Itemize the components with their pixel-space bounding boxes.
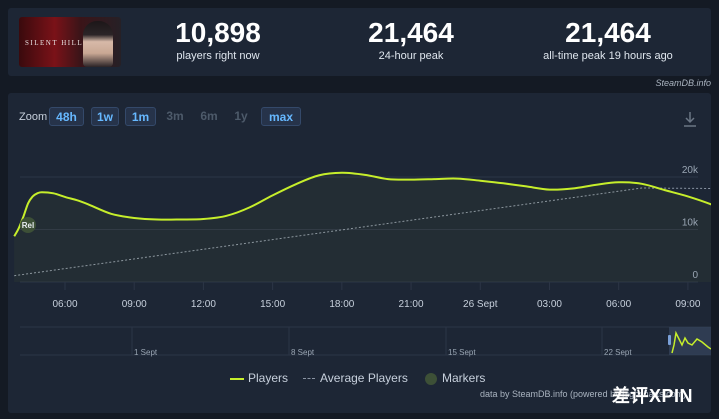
players-area bbox=[14, 172, 711, 282]
chart-grid bbox=[20, 176, 698, 283]
zoom-1w-button[interactable]: 1w bbox=[91, 107, 119, 126]
y-tick-label: 20k bbox=[682, 165, 699, 176]
y-axis-ticks: 0 10k 20k bbox=[682, 165, 699, 281]
release-marker: Rel bbox=[20, 217, 36, 233]
zoom-max-button[interactable]: max bbox=[261, 107, 301, 126]
zoom-1m-button[interactable]: 1m bbox=[125, 107, 156, 126]
players-line bbox=[13, 171, 711, 237]
navigator-date-label: 8 Sept bbox=[291, 348, 315, 357]
zoom-3m-button[interactable]: 3m bbox=[166, 109, 184, 123]
zoom-48h-button[interactable]: 48h bbox=[49, 107, 84, 126]
game-logo-text: SILENT HILL f bbox=[25, 39, 90, 47]
x-axis-ticks: 06:00 09:00 12:00 15:00 18:00 21:00 26 Sept 03:… bbox=[52, 282, 701, 310]
watermark-logo: 差评XPIN bbox=[612, 386, 694, 406]
steamdb-credit-top[interactable]: SteamDB.info bbox=[655, 78, 711, 88]
legend-players-swatch bbox=[230, 377, 244, 380]
legend-average-swatch bbox=[303, 378, 315, 380]
peak-24h-label: 24-hour peak bbox=[378, 50, 444, 62]
zoom-1y-button[interactable]: 1y bbox=[234, 109, 248, 123]
x-tick-label: 21:00 bbox=[399, 299, 424, 310]
stats-bar: SILENT HILL f 10,898 players right now 2… bbox=[8, 8, 711, 76]
x-tick-label: 06:00 bbox=[606, 299, 631, 310]
navigator-date-label: 1 Sept bbox=[134, 348, 158, 357]
navigator-date-label: 15 Sept bbox=[448, 348, 476, 357]
y-tick-label: 0 bbox=[692, 270, 698, 281]
download-icon[interactable] bbox=[683, 111, 697, 127]
release-marker-label: Rel bbox=[22, 221, 34, 230]
average-players-line bbox=[14, 187, 711, 277]
zoom-label: Zoom bbox=[19, 111, 48, 123]
legend-average-label: Average Players bbox=[320, 371, 408, 385]
peak-24h-value: 21,464 bbox=[368, 17, 454, 48]
legend-average[interactable]: Average Players bbox=[303, 371, 408, 385]
x-tick-label: 12:00 bbox=[191, 299, 216, 310]
stat-current-players: 10,898 players right now bbox=[163, 17, 273, 63]
x-tick-label: 15:00 bbox=[260, 299, 285, 310]
release-marker-dot bbox=[20, 217, 36, 233]
legend-players-label: Players bbox=[248, 371, 289, 385]
x-tick-label: 09:00 bbox=[122, 299, 147, 310]
game-cover-character bbox=[83, 21, 113, 67]
x-tick-label: 06:00 bbox=[52, 299, 77, 310]
stat-24h-peak: 21,464 24-hour peak bbox=[356, 17, 466, 63]
x-tick-label: 18:00 bbox=[329, 299, 354, 310]
alltime-peak-value: 21,464 bbox=[565, 17, 651, 48]
game-thumbnail[interactable]: SILENT HILL f bbox=[19, 17, 121, 67]
navigator-date-label: 22 Sept bbox=[604, 348, 632, 357]
navigator: 1 Sept 8 Sept 15 Sept 22 Sept bbox=[20, 326, 711, 357]
chart-panel: Zoom 48h 1w 1m 3m 6m 1y max Rel 06:00 09:… bbox=[8, 93, 711, 413]
alltime-peak-label: all-time peak 19 hours ago bbox=[543, 50, 673, 62]
legend-markers-swatch bbox=[425, 372, 437, 385]
x-tick-label: 09:00 bbox=[675, 299, 700, 310]
x-tick-label: 26 Sept bbox=[463, 299, 498, 310]
current-players-label: players right now bbox=[176, 50, 260, 62]
y-tick-label: 10k bbox=[682, 218, 699, 229]
legend-markers[interactable]: Markers bbox=[425, 371, 485, 385]
player-chart[interactable]: Rel 06:00 09:00 12:00 15:00 18:00 21:00 26 Sep… bbox=[8, 93, 711, 413]
navigator-mini-line bbox=[671, 330, 711, 354]
stat-alltime-peak: 21,464 all-time peak 19 hours ago bbox=[528, 17, 688, 63]
steamdb-credit-bottom[interactable]: data by SteamDB.info (powered by highcha… bbox=[480, 389, 687, 399]
legend-players[interactable]: Players bbox=[230, 371, 288, 385]
legend-markers-label: Markers bbox=[442, 371, 486, 385]
x-tick-label: 03:00 bbox=[537, 299, 562, 310]
zoom-6m-button[interactable]: 6m bbox=[200, 109, 218, 123]
current-players-value: 10,898 bbox=[175, 17, 261, 48]
navigator-handle-left bbox=[668, 335, 671, 345]
